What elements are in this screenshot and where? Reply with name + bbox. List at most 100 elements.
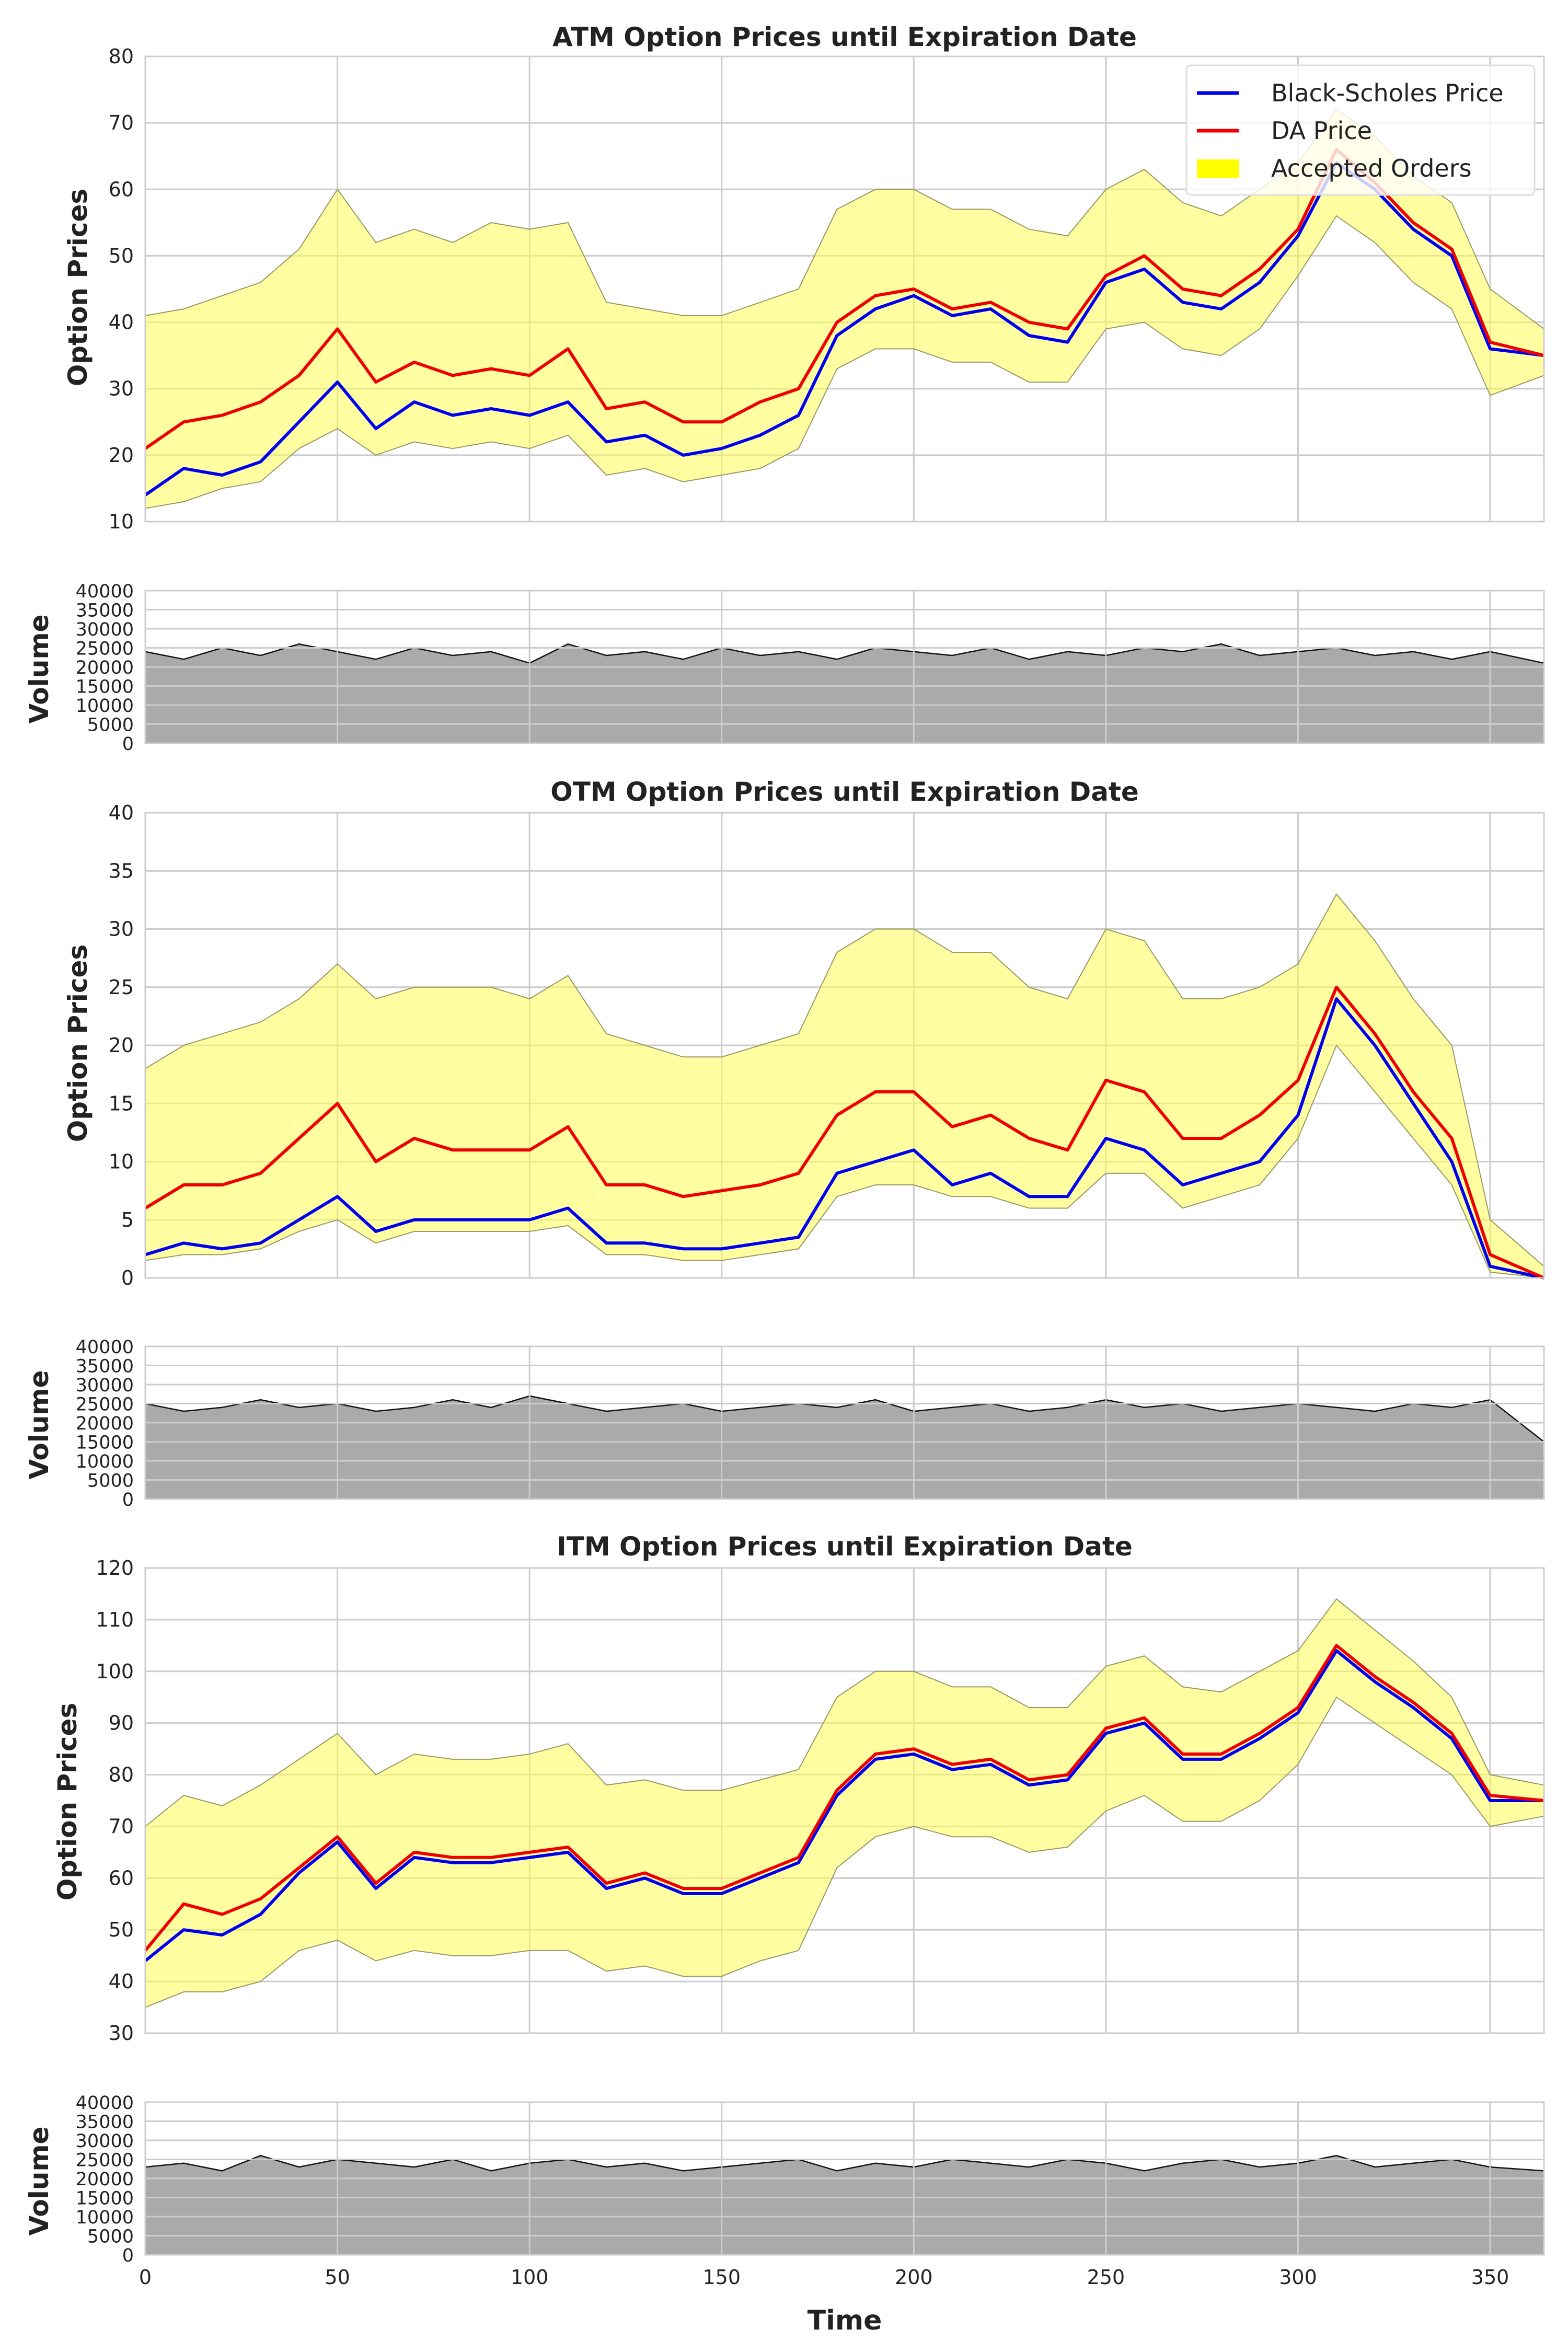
- otm-volume-area: [144, 1395, 1545, 1500]
- atm-da-price-line: [144, 148, 1544, 450]
- y-tick-label: 70: [109, 1815, 134, 1838]
- itm-volume-plot-frame: [144, 2101, 1545, 2256]
- y-tick-label: 0: [122, 2245, 134, 2266]
- y-tick-label: 30: [109, 918, 134, 941]
- atm-chart-title: ATM Option Prices until Expiration Date: [552, 22, 1137, 52]
- y-tick-label: 120: [96, 1557, 134, 1579]
- y-tick-label: 60: [109, 1866, 134, 1889]
- y-tick-label: 10000: [76, 1451, 134, 1472]
- atm-volume-plot-frame: [144, 590, 1545, 744]
- atm-plot-frame: [144, 55, 1545, 523]
- y-tick-label: 15: [109, 1092, 134, 1115]
- y-tick-label: 50: [109, 1918, 134, 1941]
- y-tick-label: 15000: [76, 1433, 134, 1454]
- itm-price-panel: ITM Option Prices until Expiration Date …: [52, 1531, 1545, 2045]
- y-tick-label: 0: [122, 734, 134, 755]
- y-tick-label: 5000: [87, 1471, 134, 1492]
- y-tick-label: 15000: [76, 677, 134, 698]
- itm-da-price-line: [144, 1644, 1544, 1952]
- y-tick-label: 25000: [76, 2150, 134, 2171]
- otm-price-panel: OTM Option Prices until Expiration Date …: [63, 777, 1545, 1289]
- y-tick-label: 40: [109, 801, 134, 824]
- y-tick-label: 0: [121, 1266, 134, 1289]
- legend-da-price-label: DA Price: [1271, 117, 1372, 145]
- itm-tick-labels: 30 40 50 60 70 80 90 100 110 120: [96, 1557, 134, 2045]
- y-tick-label: 40000: [76, 1337, 134, 1358]
- y-tick-label: 5: [121, 1208, 134, 1231]
- legend-box: [1185, 64, 1536, 196]
- otm-y-axis-label: Option Prices: [63, 944, 93, 1142]
- y-tick-label: 30000: [76, 1375, 134, 1396]
- y-tick-label: 60: [109, 178, 134, 201]
- y-tick-label: 70: [109, 111, 134, 134]
- y-tick-label: 100: [96, 1660, 134, 1683]
- y-tick-label: 35: [109, 859, 134, 882]
- legend-black-scholes-label: Black-Scholes Price: [1271, 79, 1504, 107]
- y-tick-label: 25000: [76, 639, 134, 660]
- y-tick-label: 35000: [76, 601, 134, 621]
- y-tick-label: 80: [109, 45, 134, 68]
- y-tick-label: 40: [109, 1970, 134, 1993]
- y-tick-label: 20000: [76, 658, 134, 678]
- x-tick-label: 350: [1471, 2266, 1509, 2289]
- x-tick-label: 300: [1279, 2266, 1317, 2289]
- y-tick-label: 0: [122, 1490, 134, 1511]
- atm-volume-y-axis-label: Volume: [24, 614, 54, 723]
- atm-volume-area: [144, 643, 1545, 744]
- y-tick-label: 30000: [76, 619, 134, 640]
- y-tick-label: 35000: [76, 2112, 134, 2133]
- y-tick-label: 30: [109, 2022, 134, 2045]
- y-tick-label: 40000: [76, 581, 134, 602]
- itm-chart-title: ITM Option Prices until Expiration Date: [557, 1531, 1133, 1562]
- y-tick-label: 90: [109, 1712, 134, 1735]
- y-tick-label: 20: [109, 444, 134, 467]
- itm-volume-panel: Volume 050001000015000200002500030000350…: [24, 2093, 1545, 2336]
- y-tick-label: 40000: [76, 2093, 134, 2114]
- y-tick-label: 50: [109, 244, 134, 267]
- itm-volume-tick-labels: 0500010000150002000025000300003500040000…: [76, 2093, 1509, 2289]
- atm-price-panel: ATM Option Prices until Expiration Date …: [63, 22, 1545, 533]
- y-tick-label: 25: [109, 976, 134, 999]
- otm-volume-plot-frame: [144, 1345, 1545, 1500]
- y-tick-label: 110: [96, 1608, 134, 1631]
- y-tick-label: 5000: [87, 2227, 134, 2247]
- y-tick-label: 10: [109, 1150, 134, 1173]
- y-tick-label: 20000: [76, 2169, 134, 2190]
- otm-da-price-line: [144, 985, 1545, 1279]
- otm-chart-title: OTM Option Prices until Expiration Date: [550, 777, 1139, 807]
- y-tick-label: 30: [109, 377, 134, 400]
- x-tick-label: 200: [895, 2266, 933, 2289]
- y-tick-label: 25000: [76, 1394, 134, 1415]
- legend: Black-Scholes Price DA Price Accepted Or…: [1185, 64, 1536, 196]
- y-tick-label: 10: [109, 510, 134, 533]
- otm-plot-frame: [144, 812, 1545, 1279]
- x-tick-label: 250: [1087, 2266, 1125, 2289]
- legend-accepted-orders-label: Accepted Orders: [1271, 154, 1472, 182]
- itm-plot-frame: [144, 1567, 1545, 2034]
- y-tick-label: 35000: [76, 1356, 134, 1377]
- y-tick-label: 10000: [76, 696, 134, 717]
- otm-tick-labels: 0 5 10 15 20 25 30 35 40: [109, 801, 134, 1289]
- y-tick-label: 40: [109, 311, 134, 334]
- x-tick-label: 150: [702, 2266, 741, 2289]
- legend-accepted-orders-swatch: [1197, 159, 1239, 178]
- y-tick-label: 5000: [87, 715, 134, 736]
- y-tick-label: 80: [109, 1763, 134, 1786]
- itm-black-scholes-line: [144, 1649, 1544, 1962]
- itm-volume-y-axis-label: Volume: [24, 2126, 54, 2235]
- y-tick-label: 30000: [76, 2131, 134, 2152]
- x-tick-label: 0: [139, 2266, 152, 2289]
- otm-volume-panel: Volume 050001000015000200002500030000350…: [24, 1337, 1545, 1511]
- y-tick-label: 10000: [76, 2207, 134, 2228]
- otm-volume-y-axis-label: Volume: [24, 1370, 54, 1479]
- otm-black-scholes-line: [145, 997, 1544, 1279]
- atm-y-axis-label: Option Prices: [63, 189, 93, 386]
- y-tick-label: 15000: [76, 2188, 134, 2209]
- itm-y-axis-label: Option Prices: [52, 1703, 83, 1900]
- x-tick-label: 100: [511, 2266, 549, 2289]
- atm-black-scholes-line: [144, 161, 1544, 497]
- atm-tick-labels: 10 20 30 40 50 60 70 80: [109, 45, 134, 533]
